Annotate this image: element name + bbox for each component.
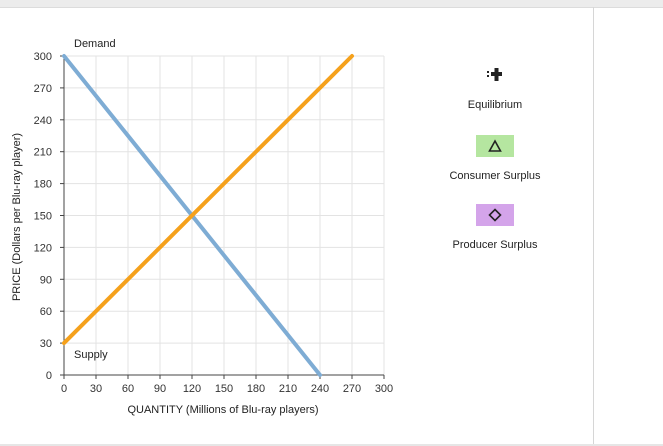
y-tick-label: 210 (34, 147, 52, 159)
x-tick-label: 210 (279, 383, 297, 395)
x-tick-label: 30 (90, 383, 102, 395)
producer-surplus-tool[interactable] (476, 204, 514, 226)
x-tick-labels: 0 30 60 90 120 150 180 210 240 270 300 (61, 383, 393, 395)
top-border (0, 0, 663, 8)
diamond-icon (488, 208, 502, 222)
equilibrium-legend: Equilibrium (440, 99, 550, 111)
x-tick-label: 120 (183, 383, 201, 395)
supply-curve-label: Supply (74, 349, 108, 361)
chart-series-labels: Demand Supply (74, 38, 116, 361)
demand-curve-label: Demand (74, 38, 116, 50)
consumer-surplus-legend: Consumer Surplus (440, 170, 550, 182)
equilibrium-tool[interactable] (476, 63, 514, 85)
y-tick-label: 150 (34, 211, 52, 223)
y-tick-label: 180 (34, 179, 52, 191)
y-tick-label: 270 (34, 83, 52, 95)
y-tick-label: 60 (40, 306, 52, 318)
producer-surplus-legend: Producer Surplus (440, 239, 550, 251)
x-tick-label: 150 (215, 383, 233, 395)
x-tick-label: 0 (61, 383, 67, 395)
y-tick-label: 30 (40, 338, 52, 350)
consumer-surplus-tool[interactable] (476, 135, 514, 157)
x-tick-label: 180 (247, 383, 265, 395)
chart-grid (64, 55, 385, 375)
x-tick-label: 90 (154, 383, 166, 395)
x-tick-label: 240 (311, 383, 329, 395)
y-tick-labels: 0 30 60 90 120 150 180 210 240 270 300 (34, 51, 52, 382)
panel-divider (593, 7, 594, 446)
x-tick-label: 270 (343, 383, 361, 395)
plus-cross-icon (487, 68, 502, 81)
y-tick-label: 120 (34, 242, 52, 254)
chart-axes (60, 54, 385, 379)
x-tick-label: 300 (375, 383, 393, 395)
producer-surplus-label: Producer Surplus (452, 239, 538, 251)
triangle-icon (488, 139, 502, 152)
y-axis-title: PRICE (Dollars per Blu-ray player) (11, 133, 23, 301)
consumer-surplus-label: Consumer Surplus (449, 170, 541, 182)
y-tick-label: 300 (34, 51, 52, 63)
equilibrium-label: Equilibrium (467, 99, 523, 111)
chart-series (62, 54, 354, 377)
x-tick-label: 60 (122, 383, 134, 395)
supply-curve (62, 54, 354, 346)
bottom-border (0, 444, 663, 446)
y-tick-label: 240 (34, 115, 52, 127)
y-tick-label: 0 (46, 370, 52, 382)
x-axis-title: QUANTITY (Millions of Blu-ray players) (127, 404, 318, 416)
y-tick-label: 90 (40, 274, 52, 286)
